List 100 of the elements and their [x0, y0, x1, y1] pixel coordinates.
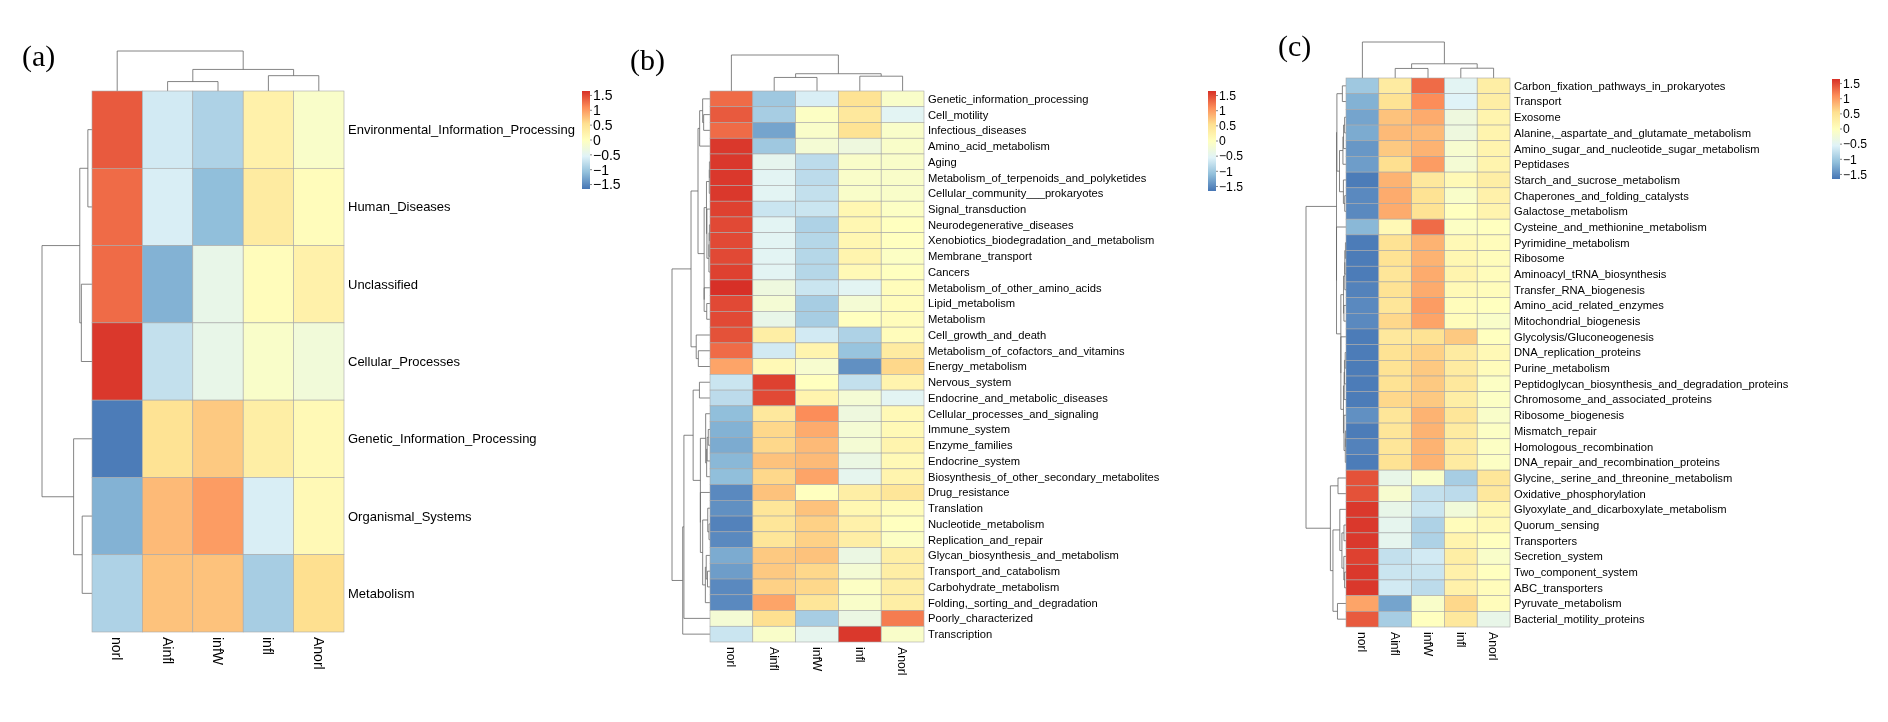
- color-bar-label: −0.5: [593, 146, 621, 163]
- y-tick-label: Enzyme_families: [928, 439, 1013, 452]
- color-bar-label: 0.5: [1219, 119, 1237, 134]
- color-bar-label: −1.5: [593, 176, 621, 193]
- y-tick-label: Mismatch_repair: [1514, 424, 1597, 437]
- y-tick-label: Immune_system: [928, 423, 1011, 436]
- y-tick-label: Transporters: [1514, 534, 1578, 547]
- y-tick-label: Cell_motility: [928, 108, 989, 121]
- x-tick-label: Anorl: [895, 647, 910, 676]
- y-tick-label: Membrane_transport: [928, 250, 1033, 263]
- y-tick-label: Cellular_Processes: [348, 354, 461, 370]
- y-tick-label: Quorum_sensing: [1514, 518, 1600, 531]
- y-tick-label: Endocrine_and_metabolic_diseases: [928, 391, 1109, 404]
- color-bar-label: 1.5: [593, 87, 613, 104]
- y-tick-label: Metabolism_of_other_amino_acids: [928, 281, 1102, 294]
- y-tick-label: Carbohydrate_metabolism: [928, 580, 1060, 593]
- y-tick-label: Metabolism: [928, 313, 986, 326]
- x-tick-label: infl: [260, 637, 277, 655]
- color-bar-label: 1.5: [1843, 76, 1861, 91]
- y-tick-label: Alanine,_aspartate_and_glutamate_metabolism: [1514, 126, 1751, 139]
- y-tick-label: Glycan_biosynthesis_and_metabolism: [928, 549, 1119, 562]
- y-tick-label: Xenobiotics_biodegradation_and_metabolism: [928, 234, 1155, 247]
- color-bar-label: 0.5: [593, 117, 613, 134]
- color-bar-label: −1.5: [1843, 167, 1868, 182]
- color-bar-label: 1.5: [1219, 88, 1237, 103]
- y-tick-label: Oxidative_phosphorylation: [1514, 487, 1646, 500]
- y-tick-label: Transcription: [928, 628, 993, 641]
- color-bar-label: 0: [1843, 122, 1850, 137]
- y-tick-label: Glycine,_serine_and_threonine_metabolism: [1514, 471, 1733, 484]
- y-tick-label: Cellular_community___prokaryotes: [928, 187, 1104, 200]
- y-tick-label: Infectious_diseases: [928, 124, 1027, 137]
- y-tick-label: Chromosome_and_associated_proteins: [1514, 393, 1713, 406]
- color-bar-label: 0.5: [1843, 107, 1861, 122]
- chart-title: (a): [22, 39, 56, 73]
- y-tick-label: Nervous_system: [928, 376, 1012, 389]
- y-tick-label: Cellular_processes_and_signaling: [928, 407, 1099, 420]
- chart-title: (b): [630, 43, 665, 77]
- color-bar-label: 0: [593, 131, 601, 148]
- x-tick-label: norl: [724, 647, 739, 668]
- y-tick-label: Energy_metabolism: [928, 360, 1027, 373]
- y-tick-label: Aging: [928, 155, 957, 168]
- y-tick-label: Peptidases: [1514, 158, 1570, 171]
- y-tick-label: Endocrine_system: [928, 454, 1021, 467]
- y-tick-label: Peptidoglycan_biosynthesis_and_degradation_proteins: [1514, 377, 1789, 390]
- y-tick-label: Environmental_Information_Processing: [348, 122, 575, 138]
- color-bar-label: −1: [1219, 164, 1234, 179]
- x-tick-label: infW: [1420, 632, 1435, 657]
- color-bar-label: −0.5: [1219, 149, 1244, 164]
- color-bar-label: 1: [1219, 103, 1226, 118]
- y-tick-label: Galactose_metabolism: [1514, 205, 1628, 218]
- y-tick-label: Genetic_information_processing: [928, 92, 1089, 105]
- x-tick-label: norl: [1355, 632, 1370, 653]
- y-tick-label: Translation: [928, 502, 983, 515]
- y-tick-label: Poorly_characterized: [928, 612, 1034, 625]
- y-tick-label: Replication_and_repair: [928, 533, 1044, 546]
- y-tick-label: Human_Diseases: [348, 199, 452, 215]
- y-tick-label: Mitochondrial_biogenesis: [1514, 315, 1641, 328]
- y-tick-label: Amino_sugar_and_nucleotide_sugar_metabolism: [1514, 142, 1760, 155]
- y-tick-label: Amino_acid_metabolism: [928, 140, 1050, 153]
- y-tick-label: Folding,_sorting_and_degradation: [928, 596, 1098, 609]
- color-bar-label: −1: [593, 161, 610, 178]
- x-tick-label: norl: [109, 637, 126, 661]
- x-tick-label: infl: [852, 647, 867, 663]
- y-tick-label: Ribosome: [1514, 252, 1565, 265]
- y-tick-label: Metabolism: [348, 585, 415, 601]
- y-tick-label: Drug_resistance: [928, 486, 1010, 499]
- y-tick-label: Transport: [1514, 95, 1563, 108]
- y-tick-label: Ribosome_biogenesis: [1514, 409, 1625, 422]
- y-tick-label: Amino_acid_related_enzymes: [1514, 299, 1665, 312]
- chart-title: (c): [1278, 29, 1312, 63]
- x-tick-label: Anorl: [310, 637, 327, 670]
- color-bar-label: 0: [1219, 134, 1226, 149]
- color-bar-label: 1: [1843, 91, 1850, 106]
- y-tick-label: Cell_growth_and_death: [928, 328, 1047, 341]
- x-tick-label: infl: [1453, 632, 1468, 648]
- y-tick-label: Pyrimidine_metabolism: [1514, 236, 1630, 249]
- y-tick-label: ABC_transporters: [1514, 581, 1604, 594]
- y-tick-label: Secretion_system: [1514, 550, 1603, 563]
- y-tick-label: Starch_and_sucrose_metabolism: [1514, 173, 1681, 186]
- y-tick-label: Pyruvate_metabolism: [1514, 597, 1622, 610]
- y-tick-label: Neurodegenerative_diseases: [928, 218, 1074, 231]
- color-bar-label: −1.5: [1219, 179, 1244, 194]
- y-tick-label: Carbon_fixation_pathways_in_prokaryotes: [1514, 79, 1726, 92]
- x-tick-label: infW: [809, 647, 824, 672]
- x-tick-label: Ainfl: [1387, 632, 1402, 656]
- x-tick-label: Ainfl: [766, 647, 781, 671]
- y-tick-label: Cysteine_and_methionine_metabolism: [1514, 220, 1707, 233]
- y-tick-label: Transfer_RNA_biogenesis: [1514, 283, 1646, 296]
- x-tick-label: Ainfl: [159, 637, 176, 665]
- y-tick-label: DNA_replication_proteins: [1514, 346, 1642, 359]
- x-tick-label: infW: [210, 637, 227, 666]
- color-bar-label: −1: [1843, 152, 1858, 167]
- y-tick-label: Organismal_Systems: [348, 508, 473, 524]
- y-tick-label: Exosome: [1514, 111, 1561, 124]
- y-tick-label: Metabolism_of_cofactors_and_vitamins: [928, 344, 1125, 357]
- y-tick-label: Purine_metabolism: [1514, 362, 1610, 375]
- y-tick-label: Unclassified: [348, 276, 419, 292]
- y-tick-label: Genetic_Information_Processing: [348, 431, 537, 447]
- y-tick-label: Cancers: [928, 265, 971, 278]
- y-tick-label: Lipid_metabolism: [928, 297, 1016, 310]
